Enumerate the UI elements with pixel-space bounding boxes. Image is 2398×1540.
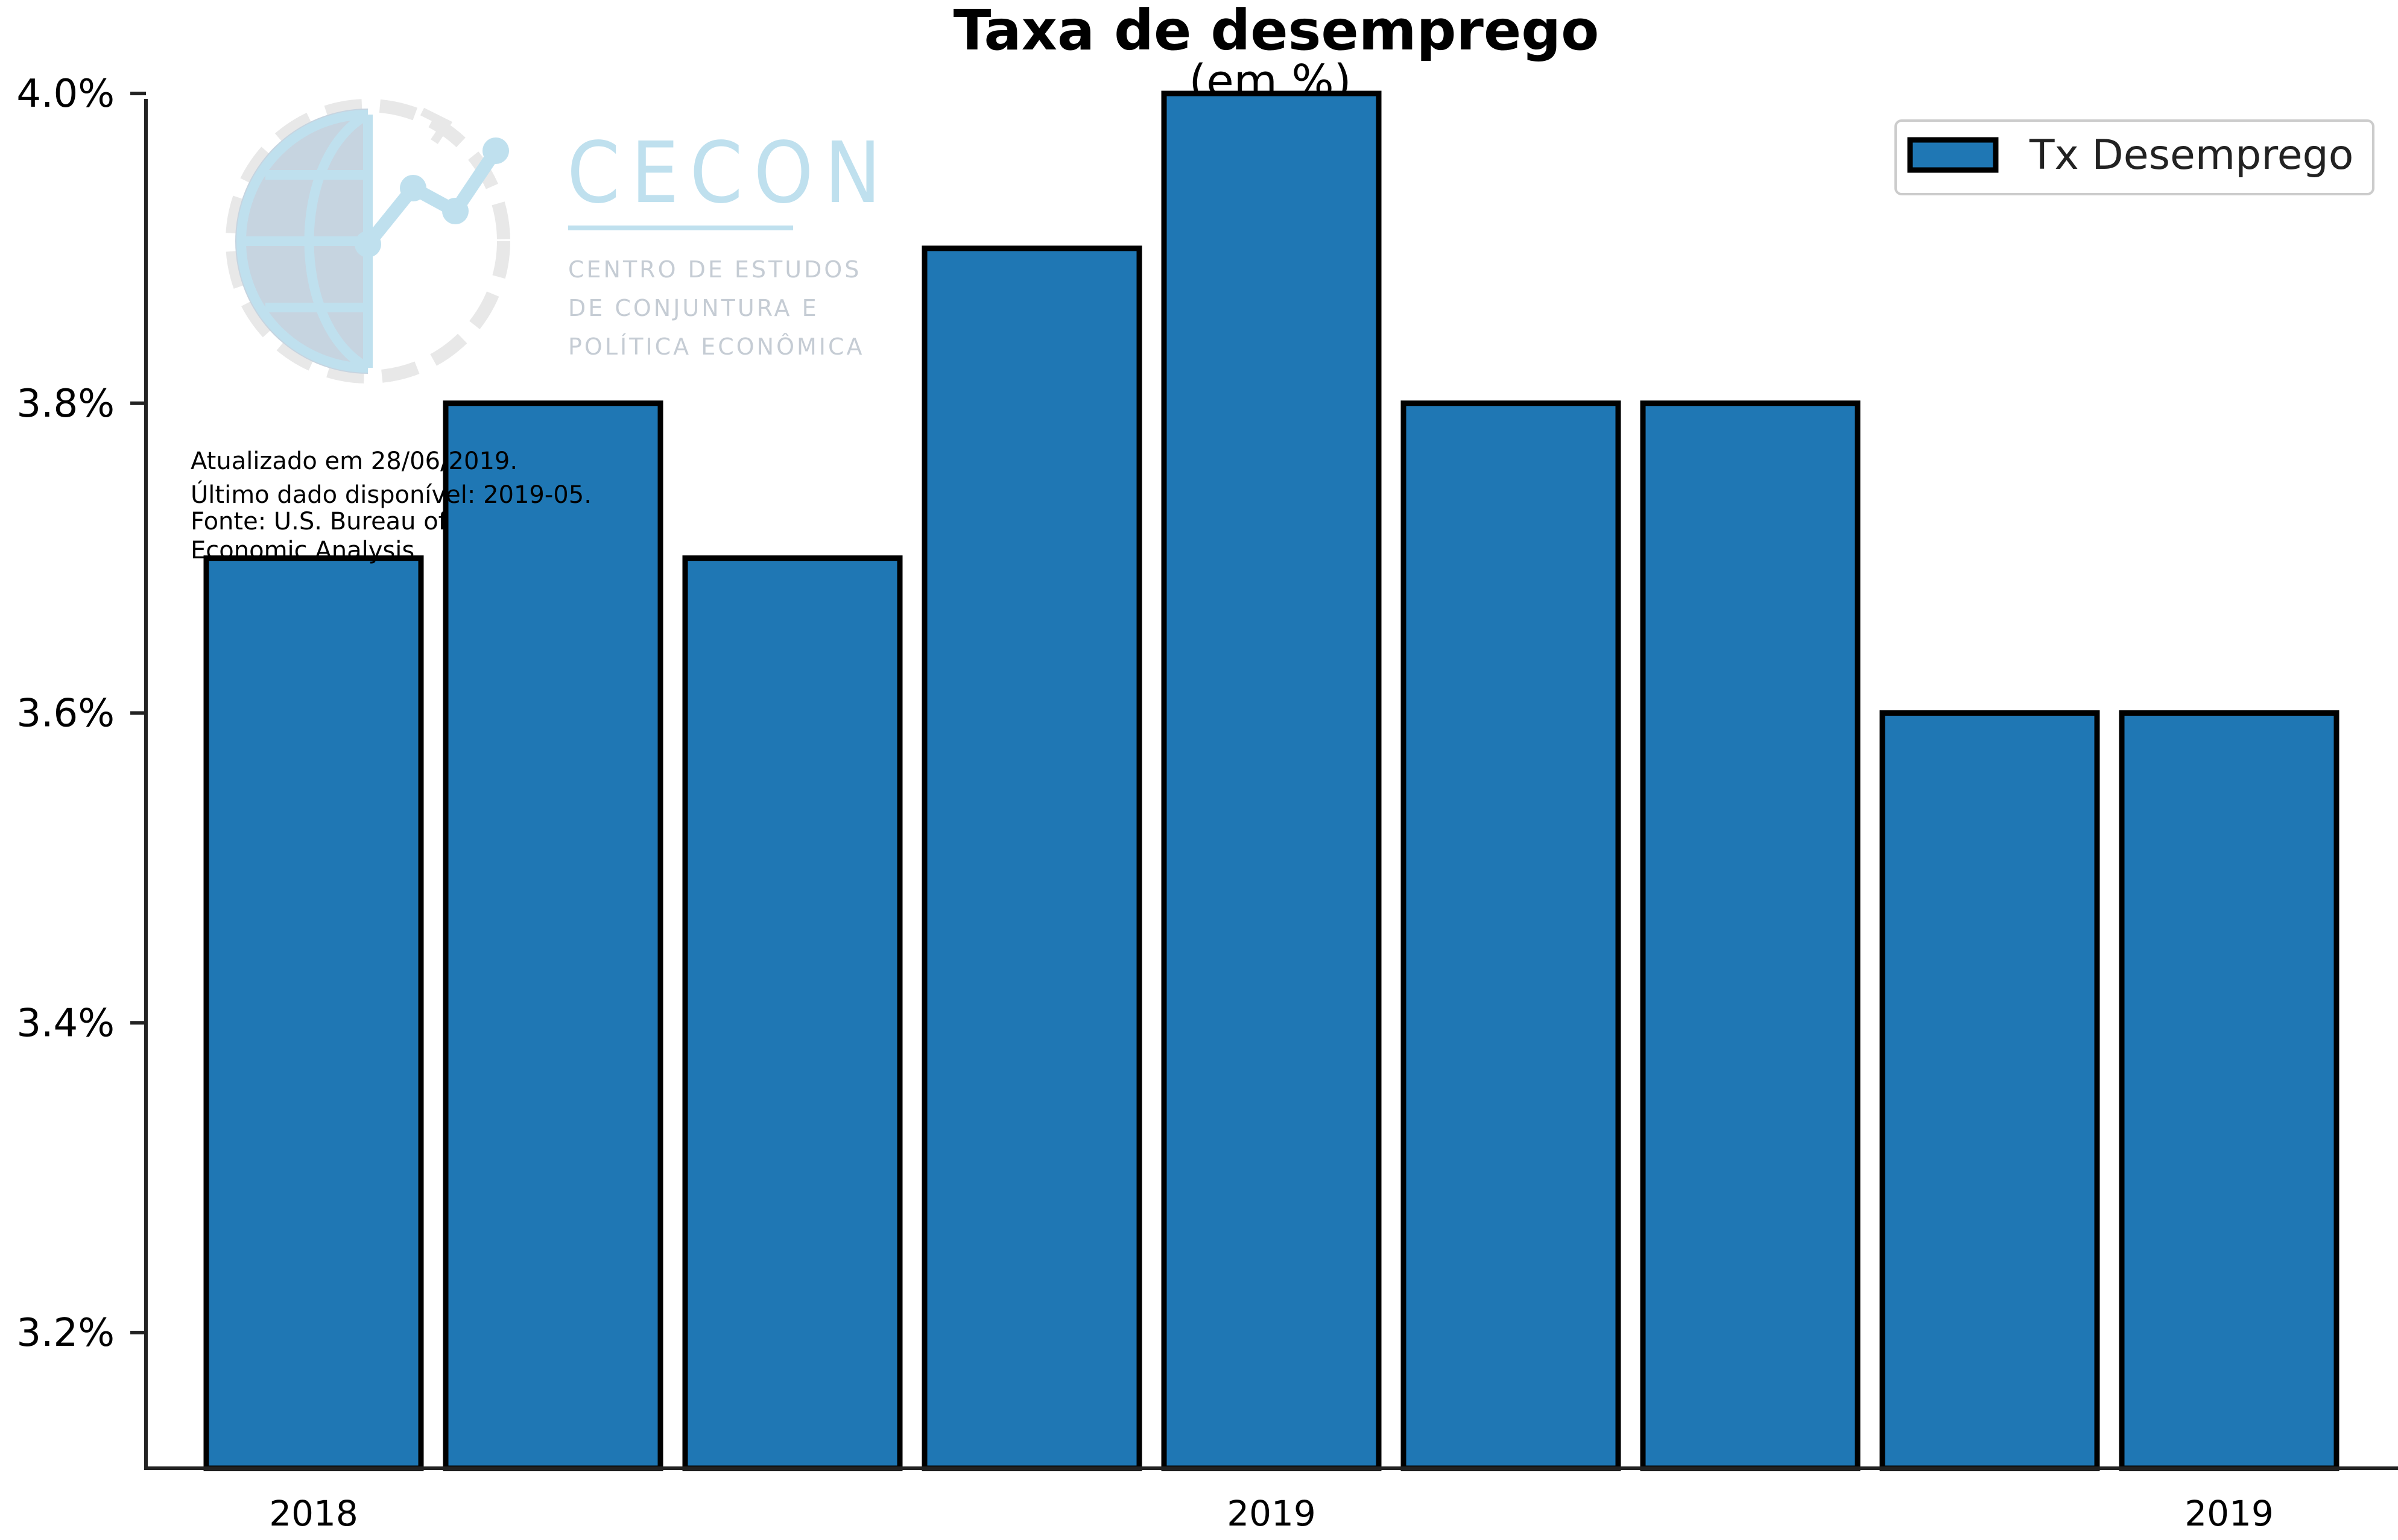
annotation: Atualizado em 28/06/2019. Último dado di… [191, 447, 592, 564]
logo-subtitle-line3: POLÍTICA ECONÔMICA [568, 333, 865, 360]
bar [1879, 710, 2100, 1471]
x-tick-label: 2019 [1227, 1493, 1316, 1534]
bar [1640, 400, 1861, 1471]
chart-title: Taxa de desemprego [954, 0, 1599, 63]
bar [682, 555, 903, 1471]
cecon-logo: CECON CENTRO DE ESTUDOS DE CONJUNTURA E … [226, 99, 892, 383]
y-tick-label: 3.6% [16, 692, 115, 736]
legend-label: Tx Desemprego [2029, 131, 2353, 179]
bar [1400, 400, 1621, 1471]
note-last-data: Último dado disponível: 2019-05. [191, 480, 592, 509]
y-tick-label: 4.0% [16, 72, 115, 116]
bar [922, 245, 1142, 1471]
legend-swatch [1907, 137, 1999, 173]
logo-subtitle-line2: DE CONJUNTURA E [568, 295, 819, 321]
x-tick-label: 2018 [269, 1493, 358, 1534]
bar [1161, 90, 1382, 1471]
bar [443, 400, 663, 1471]
y-tick-label: 3.8% [16, 382, 115, 426]
x-tick-label: 2019 [2184, 1493, 2274, 1534]
logo-title: CECON [567, 124, 892, 222]
bar-series [203, 90, 2339, 1471]
bar [203, 555, 424, 1471]
bar [2119, 710, 2339, 1471]
legend: Tx Desemprego [1894, 119, 2374, 195]
note-source-line2: Economic Analysis [191, 537, 414, 564]
logo-subtitle-line1: CENTRO DE ESTUDOS [568, 256, 861, 283]
y-tick-label: 3.4% [16, 1001, 115, 1046]
note-source-line1: Fonte: U.S. Bureau of [191, 508, 448, 535]
note-updated: Atualizado em 28/06/2019. [191, 447, 517, 475]
y-ticks: 3.2% 3.4% 3.6% 3.8% 4.0% [16, 72, 146, 1355]
legend-frame [1894, 119, 2374, 195]
x-ticks: 2018 2019 2019 [269, 1493, 2274, 1534]
y-tick-label: 3.2% [16, 1311, 115, 1355]
